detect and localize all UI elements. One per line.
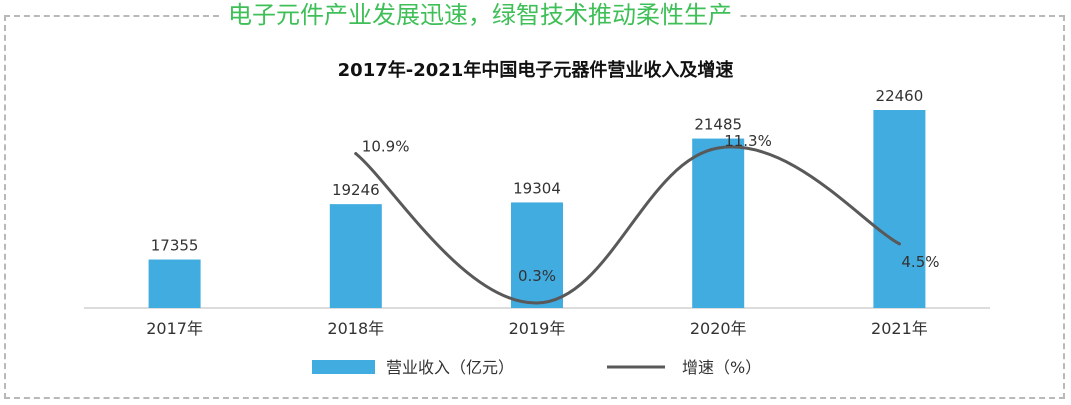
chart-title: 2017年-2021年中国电子元器件营业收入及增速 [337, 60, 734, 81]
growth-point-4 [897, 242, 901, 246]
bar-value-label-3: 21485 [694, 116, 742, 134]
growth-label-1: 10.9% [362, 138, 410, 156]
bar-value-label-1: 19246 [332, 181, 380, 199]
page-headline: 电子元件产业发展迅速，绿智技术推动柔性生产 [222, 0, 738, 30]
x-tick-2: 2019年 [509, 319, 566, 338]
growth-point-1 [354, 152, 358, 156]
growth-label-4: 4.5% [901, 253, 939, 271]
bar-value-label-2: 19304 [513, 179, 561, 197]
legend-line-label: 增速（%） [682, 358, 761, 377]
bar-value-label-4: 22460 [876, 87, 924, 105]
x-tick-4: 2021年 [871, 319, 928, 338]
x-tick-3: 2020年 [690, 319, 747, 338]
growth-point-2 [535, 301, 539, 305]
growth-label-2: 0.3% [518, 267, 556, 285]
growth-label-3: 11.3% [724, 132, 772, 150]
legend-bar-swatch [312, 360, 375, 374]
bar-value-label-0: 17355 [151, 237, 199, 255]
bar-1 [329, 204, 382, 308]
bar-4 [873, 110, 926, 308]
bar-3 [692, 138, 745, 308]
bar-0 [148, 259, 201, 308]
legend-bar-label: 营业收入（亿元） [386, 358, 514, 377]
growth-point-3 [716, 146, 720, 150]
growth-rate-line [354, 145, 901, 305]
x-tick-1: 2018年 [327, 319, 384, 338]
x-tick-0: 2017年 [146, 319, 203, 338]
bar-2 [511, 202, 563, 308]
